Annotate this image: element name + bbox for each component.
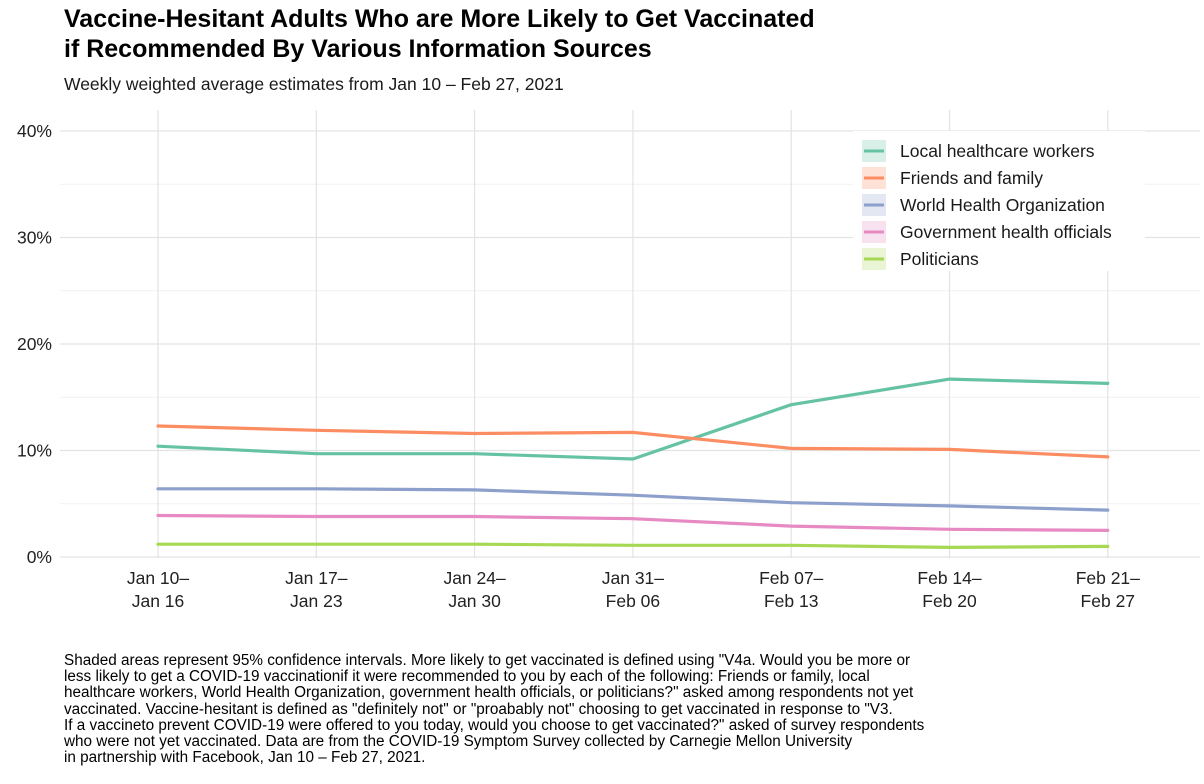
x-tick-label: Jan 10–: [127, 568, 190, 588]
caption-line: in partnership with Facebook, Jan 10 – F…: [64, 749, 426, 767]
y-tick-label: 30%: [17, 228, 52, 248]
chart-caption: Shaded areas represent 95% confidence in…: [64, 652, 1174, 767]
series-line: [156, 513, 1110, 533]
x-tick-label: Feb 27: [1081, 591, 1135, 611]
y-tick-label: 0%: [27, 547, 52, 567]
x-tick-label: Feb 07–: [759, 568, 823, 588]
y-tick-label: 20%: [17, 334, 52, 354]
legend-label: Local healthcare workers: [900, 141, 1095, 161]
series-line: [156, 377, 1110, 461]
x-tick-label: Feb 14–: [917, 568, 981, 588]
series-line: [156, 424, 1110, 459]
legend-label: Government health officials: [900, 222, 1112, 242]
line-chart: 0% 10% 20% 30% 40% Jan 10– Jan 16 Jan 17– Jan 23…: [17, 110, 1200, 611]
caption-line: who were not yet vaccinated. Data are fr…: [64, 733, 853, 751]
series-line: [156, 542, 1110, 550]
caption-line: Shaded areas represent 95% confidence in…: [64, 652, 911, 669]
x-tick-label: Jan 17–: [285, 568, 348, 588]
caption-line: healthcare workers, World Health Organiz…: [64, 684, 914, 702]
x-tick-label: Feb 13: [764, 591, 818, 611]
x-tick-label: Jan 16: [132, 591, 185, 611]
x-tick-label: Feb 21–: [1076, 568, 1140, 588]
legend-box: [853, 131, 1145, 271]
legend-label: World Health Organization: [900, 195, 1105, 215]
caption-line: If a vaccineto prevent COVID-19 were off…: [64, 716, 925, 734]
x-tick-label: Jan 30: [448, 591, 501, 611]
x-tick-label: Feb 20: [922, 591, 977, 611]
title-line-1: Vaccine-Hesitant Adults Who are More Lik…: [64, 5, 815, 33]
chart-title: Vaccine-Hesitant Adults Who are More Lik…: [64, 4, 815, 64]
legend-label: Friends and family: [900, 168, 1043, 188]
title-line-2: if Recommended By Various Information So…: [64, 35, 652, 63]
x-tick-label: Jan 23: [290, 591, 343, 611]
caption-line: less likely to get a COVID-19 vaccinatio…: [64, 668, 870, 686]
chart-subtitle: Weekly weighted average estimates from J…: [64, 74, 564, 94]
y-tick-label: 10%: [17, 441, 52, 461]
y-tick-label: 40%: [17, 121, 52, 141]
x-tick-label: Jan 31–: [602, 568, 665, 588]
caption-line: vaccinated. Vaccine-hesitant is defined …: [64, 700, 893, 718]
x-tick-label: Jan 24–: [443, 568, 506, 588]
x-tick-label: Feb 06: [606, 591, 660, 611]
legend-label: Politicians: [900, 249, 979, 269]
series-line: [156, 487, 1110, 512]
